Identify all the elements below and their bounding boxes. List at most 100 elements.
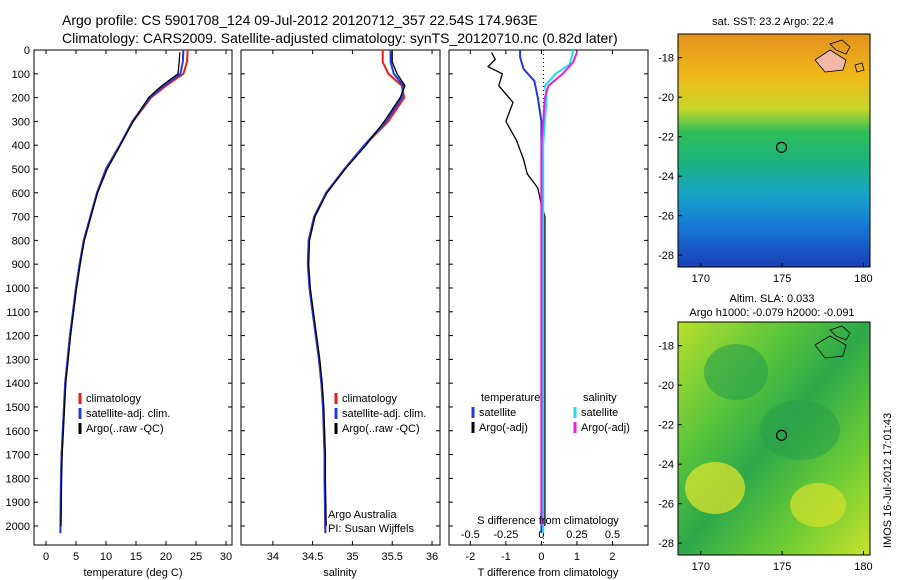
- x-tick-label: -1: [501, 551, 511, 563]
- sst-field: [678, 34, 870, 267]
- map-y-tick-label: -18: [658, 53, 674, 65]
- temperature-axes: [33, 49, 233, 546]
- depth-tick-label: 1200: [6, 331, 30, 343]
- legend-label: satellite: [581, 407, 618, 419]
- temperature-series: [59, 49, 189, 534]
- depth-tick-label: 800: [12, 235, 30, 247]
- map-x-tick-label: 175: [773, 273, 791, 285]
- x-tick-label: 2: [609, 551, 615, 563]
- x-tick-label: 5: [73, 551, 79, 563]
- map-y-tick-label: -22: [658, 132, 674, 144]
- top-tick-label: 0: [538, 529, 544, 541]
- sla-map-subtitle: Argo h1000: -0.079 h2000: -0.091: [689, 307, 854, 319]
- difference-axes: [448, 49, 649, 546]
- legend-label: Argo(-adj): [581, 422, 630, 434]
- salinity-x-axis: 34 34.5 35 35.5 36: [267, 50, 438, 563]
- difference-x-axis: -2 -1 0 1 2: [465, 50, 616, 563]
- legend-label: Argo(..raw -QC): [86, 423, 164, 435]
- header-line1: Argo profile: CS 5901708_124 09-Jul-2012…: [62, 12, 538, 28]
- legend-label: climatology: [86, 393, 142, 405]
- map-x-tick-label: 170: [692, 561, 710, 573]
- depth-tick-label: 600: [12, 188, 30, 200]
- difference-xlabel: T difference from climatology: [478, 567, 619, 579]
- depth-tick-label: 1100: [6, 307, 30, 319]
- difference-depth-ticks: [449, 49, 648, 527]
- x-tick-label: 0: [538, 551, 544, 563]
- sst-map-title: sat. SST: 23.2 Argo: 22.4: [712, 16, 834, 28]
- sla-island: [814, 335, 847, 359]
- x-tick-label: -2: [465, 551, 475, 563]
- sst-map: sat. SST: 23.2 Argo: 22.4: [658, 16, 873, 285]
- series-line-satelliteadjclim: [306, 50, 405, 534]
- argo-position-marker: [775, 141, 788, 153]
- difference-top-axis: -0.5 -0.25 0 0.25 0.5: [461, 529, 620, 541]
- map-y-tick-label: -24: [658, 171, 674, 183]
- legend-label: satellite-adj. clim.: [342, 408, 426, 420]
- sla-low-patch-2: [760, 400, 840, 460]
- temperature-panel: 0100200300400500600700800900100011001200…: [6, 45, 233, 579]
- difference-top-label: S difference from climatology: [477, 515, 619, 527]
- imos-stamp: IMOS 16-Jul-2012 17:01:43: [882, 413, 894, 548]
- map-x-tick-label: 180: [854, 273, 872, 285]
- x-tick-label: 10: [100, 551, 112, 563]
- map-y-tick-label: -22: [658, 420, 674, 432]
- depth-tick-label: 1400: [6, 378, 30, 390]
- salinity-axes: [240, 49, 441, 546]
- depth-tick-label: 1600: [6, 426, 30, 438]
- map-y-tick-label: -20: [658, 380, 674, 392]
- sst-coastline: [829, 39, 851, 55]
- sst-island: [814, 49, 847, 73]
- x-tick-label: 20: [160, 551, 172, 563]
- x-tick-label: 34.5: [302, 551, 323, 563]
- series-line-climatology: [59, 49, 189, 534]
- depth-tick-label: 1500: [6, 402, 30, 414]
- depth-axis: 0 100 200 300 400 500 600 700 800 900 1000 1100 1200…: [6, 45, 232, 533]
- x-tick-label: 35.5: [382, 551, 403, 563]
- depth-tick-label: 400: [12, 140, 30, 152]
- sst-map-ticks: 170 175 180 -18 -20 -22 -24 -26 -28: [658, 53, 873, 285]
- temperature-legend: climatology satellite-adj. clim. Argo(..ra…: [78, 393, 170, 435]
- temperature-xlabel: temperature (deg C): [83, 567, 182, 579]
- sla-map-title: Altim. SLA: 0.033: [730, 293, 815, 305]
- top-tick-label: 0.5: [605, 529, 620, 541]
- map-x-tick-label: 170: [692, 273, 710, 285]
- annotation-line1: Argo Australia: [328, 509, 397, 521]
- legend-label: satellite-adj. clim.: [86, 408, 170, 420]
- depth-tick-label: 2000: [6, 521, 30, 533]
- x-tick-label: 15: [130, 551, 142, 563]
- map-y-tick-label: -18: [658, 341, 674, 353]
- sst-map-frame: [677, 33, 871, 268]
- top-tick-label: -0.25: [493, 529, 518, 541]
- map-y-tick-label: -24: [658, 459, 674, 471]
- x-tick-label: 34: [267, 551, 279, 563]
- legend-label: Argo(-adj): [479, 422, 528, 434]
- series-line-argoadj: [540, 52, 578, 526]
- top-tick-label: 0.25: [566, 529, 587, 541]
- series-line-satellite: [519, 50, 543, 534]
- x-tick-label: 25: [190, 551, 202, 563]
- x-tick-label: 0: [43, 551, 49, 563]
- salinity-legend: climatology satellite-adj. clim. Argo(..ra…: [334, 393, 426, 435]
- x-tick-label: 35: [346, 551, 358, 563]
- legend-label: Argo(..raw -QC): [342, 423, 420, 435]
- map-y-tick-label: -28: [658, 250, 674, 262]
- sst-coastline-east: [854, 62, 865, 73]
- depth-tick-label: 1300: [6, 354, 30, 366]
- map-x-tick-label: 180: [854, 561, 872, 573]
- sla-coastline: [829, 325, 851, 341]
- salinity-series: [306, 50, 406, 534]
- x-tick-label: 36: [426, 551, 438, 563]
- x-tick-label: 1: [574, 551, 580, 563]
- legend-label: salinity: [583, 392, 617, 404]
- series-line-argorawqc: [60, 52, 181, 527]
- series-line-argorawqc: [308, 52, 406, 527]
- depth-tick-label: 1000: [6, 283, 30, 295]
- series-line-argoadj: [487, 52, 546, 526]
- map-y-tick-label: -26: [658, 211, 674, 223]
- salinity-panel: 34 34.5 35 35.5 36 salinity climatology satel…: [240, 49, 441, 579]
- depth-tick-label: 200: [12, 93, 30, 105]
- sla-map: Altim. SLA: 0.033 Argo h1000: -0.079 h20…: [658, 293, 873, 573]
- difference-panel: -2 -1 0 1 2 -0.5 -0.25 0 0.25 0.5 T difference f…: [448, 49, 649, 579]
- legend-label: satellite: [479, 407, 516, 419]
